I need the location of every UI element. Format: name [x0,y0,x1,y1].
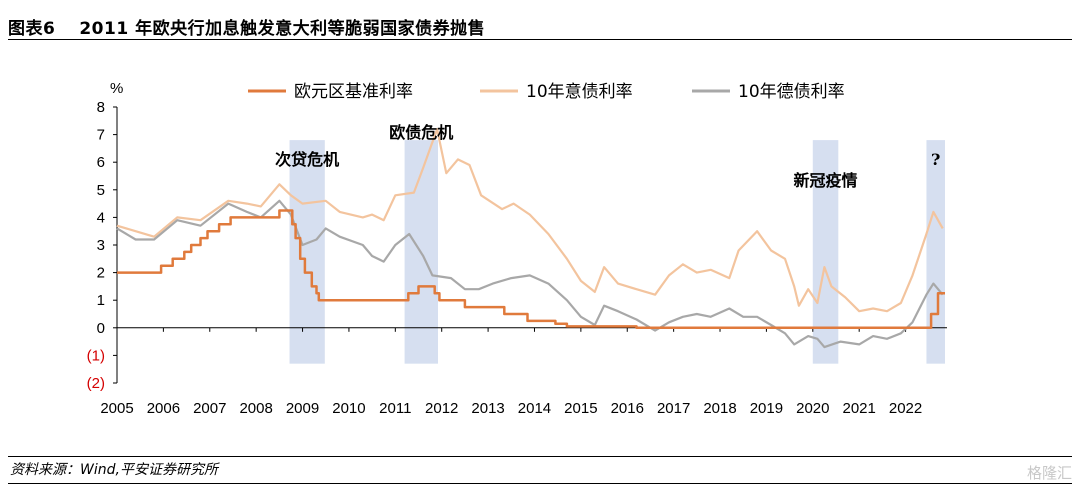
annotation-label: 新冠疫情 [794,171,858,190]
x-tick-label: 2006 [147,400,180,417]
highlight-bands [289,140,945,364]
figure-header: 图表6 2011 年欧央行加息触发意大利等脆弱国家债券抛售 [8,14,485,39]
y-tick-label: (2) [87,375,105,392]
watermark-logo: 格隆汇 [1026,464,1072,482]
highlight-band-0 [289,140,325,364]
y-tick-label: 7 [97,127,105,144]
legend-label: 10年意债利率 [526,82,633,102]
y-tick-label: 8 [97,99,105,116]
x-tick-label: 2016 [611,400,644,417]
y-unit-label: % [110,80,123,97]
chart-legend: 欧元区基准利率 10年意债利率 10年德债利率 [248,82,845,102]
x-tick-label: 2009 [286,400,319,417]
bottom-rule [8,483,1072,484]
series-lines [116,128,945,349]
annotation-label: 次贷危机 [275,150,339,169]
x-tick-label: 2019 [750,400,783,417]
y-tick-label: (1) [87,347,105,364]
y-axis-ticks: 8 7 6 5 4 3 2 1 0 (1) (2) [87,99,117,392]
y-tick-label: 6 [97,154,105,171]
highlight-band-2 [812,140,839,364]
series-line-0 [117,209,945,330]
y-tick-label: 3 [97,237,105,254]
x-tick-label: 2010 [332,400,365,417]
x-tick-label: 2013 [471,400,504,417]
series-line-1 [116,128,944,313]
x-tick-label: 2017 [657,400,690,417]
x-tick-label: 2022 [889,400,922,417]
x-tick-label: 2012 [425,400,458,417]
y-tick-label: 1 [97,292,105,309]
annotation-label: ? [931,150,940,169]
y-tick-label: 4 [97,209,105,226]
annotation-label: 欧债危机 [389,123,453,142]
figure-label: 图表6 [8,19,56,39]
header-rule [8,39,1072,40]
x-tick-label: 2018 [703,400,736,417]
x-tick-label: 2015 [564,400,597,417]
y-tick-label: 5 [97,182,105,199]
legend-label: 10年德债利率 [738,82,845,102]
footer-rule [8,456,1072,457]
x-tick-label: 2008 [239,400,272,417]
x-tick-label: 2005 [100,400,133,417]
line-chart: 8 7 6 5 4 3 2 1 0 (1) (2) 2005 2006 2007 2008 2009 2010… [87,80,947,417]
x-axis-ticks: 2005 2006 2007 2008 2009 2010 2011 2012 2013 2014… [100,327,922,417]
highlight-band-3 [926,140,945,364]
legend-label: 欧元区基准利率 [294,82,413,102]
x-tick-label: 2014 [518,400,551,417]
y-tick-label: 0 [97,320,105,337]
x-tick-label: 2021 [842,400,875,417]
x-tick-label: 2011 [379,400,411,417]
y-tick-label: 2 [97,265,105,282]
source-note: 资料来源：Wind,平安证券研究所 [10,462,218,478]
figure-title: 2011 年欧央行加息触发意大利等脆弱国家债券抛售 [79,19,486,39]
x-tick-label: 2020 [796,400,829,417]
x-tick-label: 2007 [193,400,226,417]
